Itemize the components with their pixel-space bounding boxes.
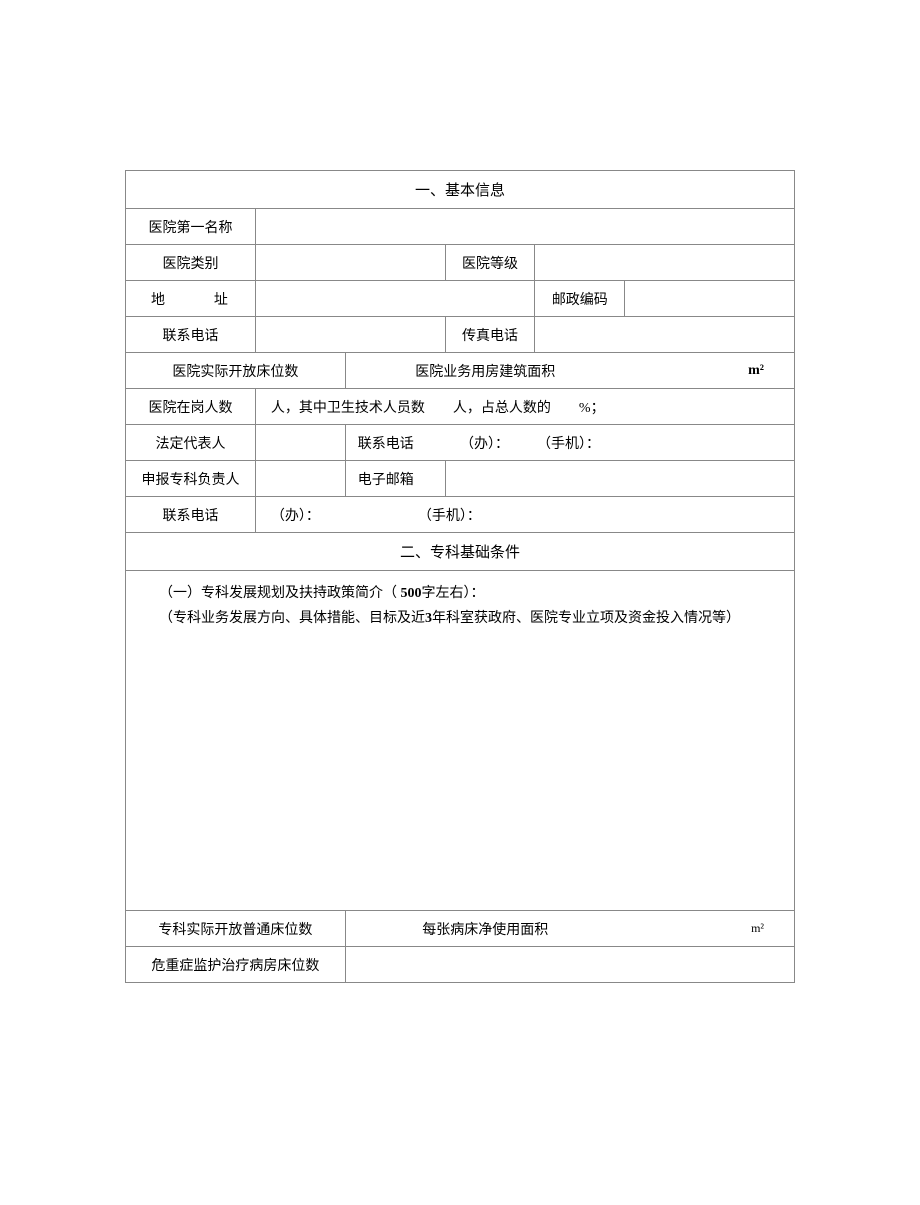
address-value: [255, 281, 534, 317]
hospital-level-value: [535, 245, 795, 281]
intro-line1c: 字左右）：: [422, 586, 485, 601]
contact-phone-label: 联系电话: [126, 497, 256, 533]
phone-label: 联系电话: [126, 317, 256, 353]
section1-header: 一、基本信息: [126, 171, 795, 209]
legal-rep-phone-label: 联系电话: [345, 425, 445, 461]
hospital-type-label: 医院类别: [126, 245, 256, 281]
intro-line1: （一）专科发展规划及扶持政策简介（ 500字左右）：: [138, 581, 782, 606]
fax-value: [535, 317, 795, 353]
intro-line2b: 3: [425, 611, 432, 626]
intro-line2a: （专科业务发展方向、具体措能、目标及近: [159, 611, 425, 626]
section2-header: 二、专科基础条件: [126, 533, 795, 571]
bed-area-unit: m²: [625, 911, 795, 947]
address-label: 地 址: [126, 281, 256, 317]
legal-rep-value: [255, 425, 345, 461]
staff-count-label: 医院在岗人数: [126, 389, 256, 425]
hospital-name-value: [255, 209, 794, 245]
email-value: [445, 461, 794, 497]
building-area-label: 医院业务用房建筑面积: [345, 353, 625, 389]
icu-bed-value: [345, 947, 794, 983]
intro-line2: （专科业务发展方向、具体措能、目标及近3年科室获政府、医院专业立项及资金投入情况…: [138, 606, 782, 631]
postal-code-label: 邮政编码: [535, 281, 625, 317]
intro-line2c: 年科室获政府、医院专业立项及资金投入情况等）: [432, 611, 740, 626]
postal-code-value: [625, 281, 795, 317]
intro-line1b: 500: [401, 586, 422, 601]
dept-lead-label: 申报专科负责人: [126, 461, 256, 497]
hospital-name-label: 医院第一名称: [126, 209, 256, 245]
phone-value: [255, 317, 445, 353]
hospital-level-label: 医院等级: [445, 245, 535, 281]
bed-area-label: 每张病床净使用面积: [345, 911, 625, 947]
form-table: 一、基本信息 医院第一名称 医院类别 医院等级 地 址 邮政编码 联系电话 传真…: [125, 170, 795, 983]
staff-count-text: 人，其中卫生技术人员数 人，占总人数的 %；: [255, 389, 794, 425]
legal-rep-phone-text: （办）： （手机）：: [445, 425, 794, 461]
area-unit: m²: [625, 353, 795, 389]
contact-phone-text: （办）： （手机）：: [255, 497, 794, 533]
email-label: 电子邮箱: [345, 461, 445, 497]
intro-line1a: （一）专科发展规划及扶持政策简介（: [159, 586, 401, 601]
fax-label: 传真电话: [445, 317, 535, 353]
icu-bed-label: 危重症监护治疗病房床位数: [126, 947, 346, 983]
legal-rep-label: 法定代表人: [126, 425, 256, 461]
specialty-bed-label: 专科实际开放普通床位数: [126, 911, 346, 947]
bed-count-label: 医院实际开放床位数: [126, 353, 346, 389]
dept-lead-value: [255, 461, 345, 497]
development-plan-content: （一）专科发展规划及扶持政策简介（ 500字左右）： （专科业务发展方向、具体措…: [126, 571, 795, 911]
hospital-type-value: [255, 245, 445, 281]
